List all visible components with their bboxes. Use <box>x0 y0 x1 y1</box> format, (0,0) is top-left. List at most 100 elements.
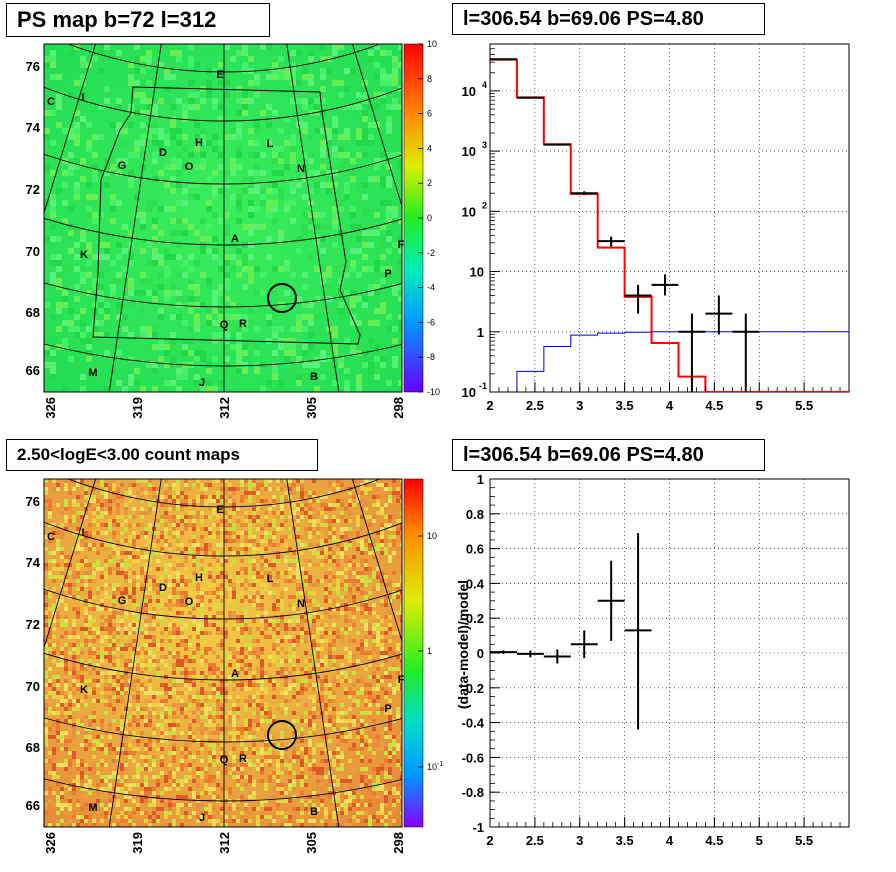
map-pixel <box>260 547 264 551</box>
map-pixel <box>320 68 326 74</box>
map-pixel <box>304 711 308 715</box>
map-pixel <box>300 587 304 591</box>
map-pixel <box>376 547 380 551</box>
map-pixel <box>242 260 248 266</box>
map-pixel <box>218 188 224 194</box>
map-pixel <box>200 659 204 663</box>
map-pixel <box>86 158 92 164</box>
map-pixel <box>256 655 260 659</box>
map-pixel <box>252 651 256 655</box>
map-pixel <box>296 50 302 56</box>
map-pixel <box>44 547 48 551</box>
map-pixel <box>68 739 72 743</box>
map-pixel <box>248 699 252 703</box>
map-pixel <box>400 555 402 559</box>
map-pixel <box>112 495 116 499</box>
map-pixel <box>252 735 256 739</box>
map-pixel <box>308 218 314 224</box>
map-pixel <box>308 743 312 747</box>
map-pixel <box>264 687 268 691</box>
map-pixel <box>388 655 392 659</box>
map-pixel <box>122 296 128 302</box>
map-pixel <box>368 711 372 715</box>
map-pixel <box>344 727 348 731</box>
map-pixel <box>284 683 288 687</box>
map-pixel <box>144 743 148 747</box>
map-pixel <box>352 571 356 575</box>
map-pixel <box>92 164 98 170</box>
map-pixel <box>64 687 68 691</box>
map-pixel <box>192 635 196 639</box>
map-pixel <box>146 332 152 338</box>
map-pixel <box>84 535 88 539</box>
map-pixel <box>182 272 188 278</box>
map-pixel <box>124 643 128 647</box>
map-pixel <box>264 751 268 755</box>
map-pixel <box>356 571 360 575</box>
map-pixel <box>380 627 384 631</box>
map-pixel <box>388 747 392 751</box>
map-pixel <box>152 368 158 374</box>
map-pixel <box>268 655 272 659</box>
map-pixel <box>372 699 376 703</box>
map-pixel <box>64 747 68 751</box>
map-pixel <box>52 555 56 559</box>
map-pixel <box>76 559 80 563</box>
map-pixel <box>204 735 208 739</box>
map-pixel <box>376 575 380 579</box>
map-pixel <box>360 559 364 563</box>
map-pixel <box>212 675 216 679</box>
map-pixel <box>356 739 360 743</box>
map-pixel <box>76 647 80 651</box>
map-pixel <box>248 655 252 659</box>
map-pixel <box>116 491 120 495</box>
map-pixel <box>140 487 144 491</box>
map-pixel <box>388 711 392 715</box>
map-pixel <box>156 487 160 491</box>
map-pixel <box>96 559 100 563</box>
map-pixel <box>170 206 176 212</box>
map-pixel <box>232 747 236 751</box>
map-pixel <box>100 483 104 487</box>
map-pixel <box>52 691 56 695</box>
map-pixel <box>268 743 272 747</box>
map-pixel <box>100 699 104 703</box>
map-pixel <box>260 499 264 503</box>
map-pixel <box>272 735 276 739</box>
map-pixel <box>148 487 152 491</box>
map-pixel <box>240 579 244 583</box>
map-pixel <box>400 731 402 735</box>
map-pixel <box>312 499 316 503</box>
map-pixel <box>248 747 252 751</box>
map-pixel <box>220 683 224 687</box>
map-pixel <box>204 771 208 775</box>
map-pixel <box>84 731 88 735</box>
map-pixel <box>200 663 204 667</box>
map-pixel <box>314 236 320 242</box>
map-pixel <box>280 759 284 763</box>
map-pixel <box>312 611 316 615</box>
map-pixel <box>264 675 268 679</box>
map-pixel <box>368 547 372 551</box>
map-pixel <box>400 655 402 659</box>
map-pixel <box>344 675 348 679</box>
map-pixel <box>152 491 156 495</box>
map-pixel <box>296 535 300 539</box>
map-pixel <box>124 719 128 723</box>
map-pixel <box>266 236 272 242</box>
map-pixel <box>256 615 260 619</box>
map-pixel <box>400 615 402 619</box>
map-pixel <box>136 623 140 627</box>
map-pixel <box>356 631 360 635</box>
map-pixel <box>60 583 64 587</box>
map-pixel <box>50 260 56 266</box>
map-pixel <box>160 735 164 739</box>
map-pixel <box>80 719 84 723</box>
map-pixel <box>176 254 182 260</box>
map-pixel <box>168 631 172 635</box>
map-pixel <box>64 603 68 607</box>
map-pixel <box>64 571 68 575</box>
map-pixel <box>260 683 264 687</box>
map-pixel <box>302 362 308 368</box>
map-pixel <box>96 511 100 515</box>
